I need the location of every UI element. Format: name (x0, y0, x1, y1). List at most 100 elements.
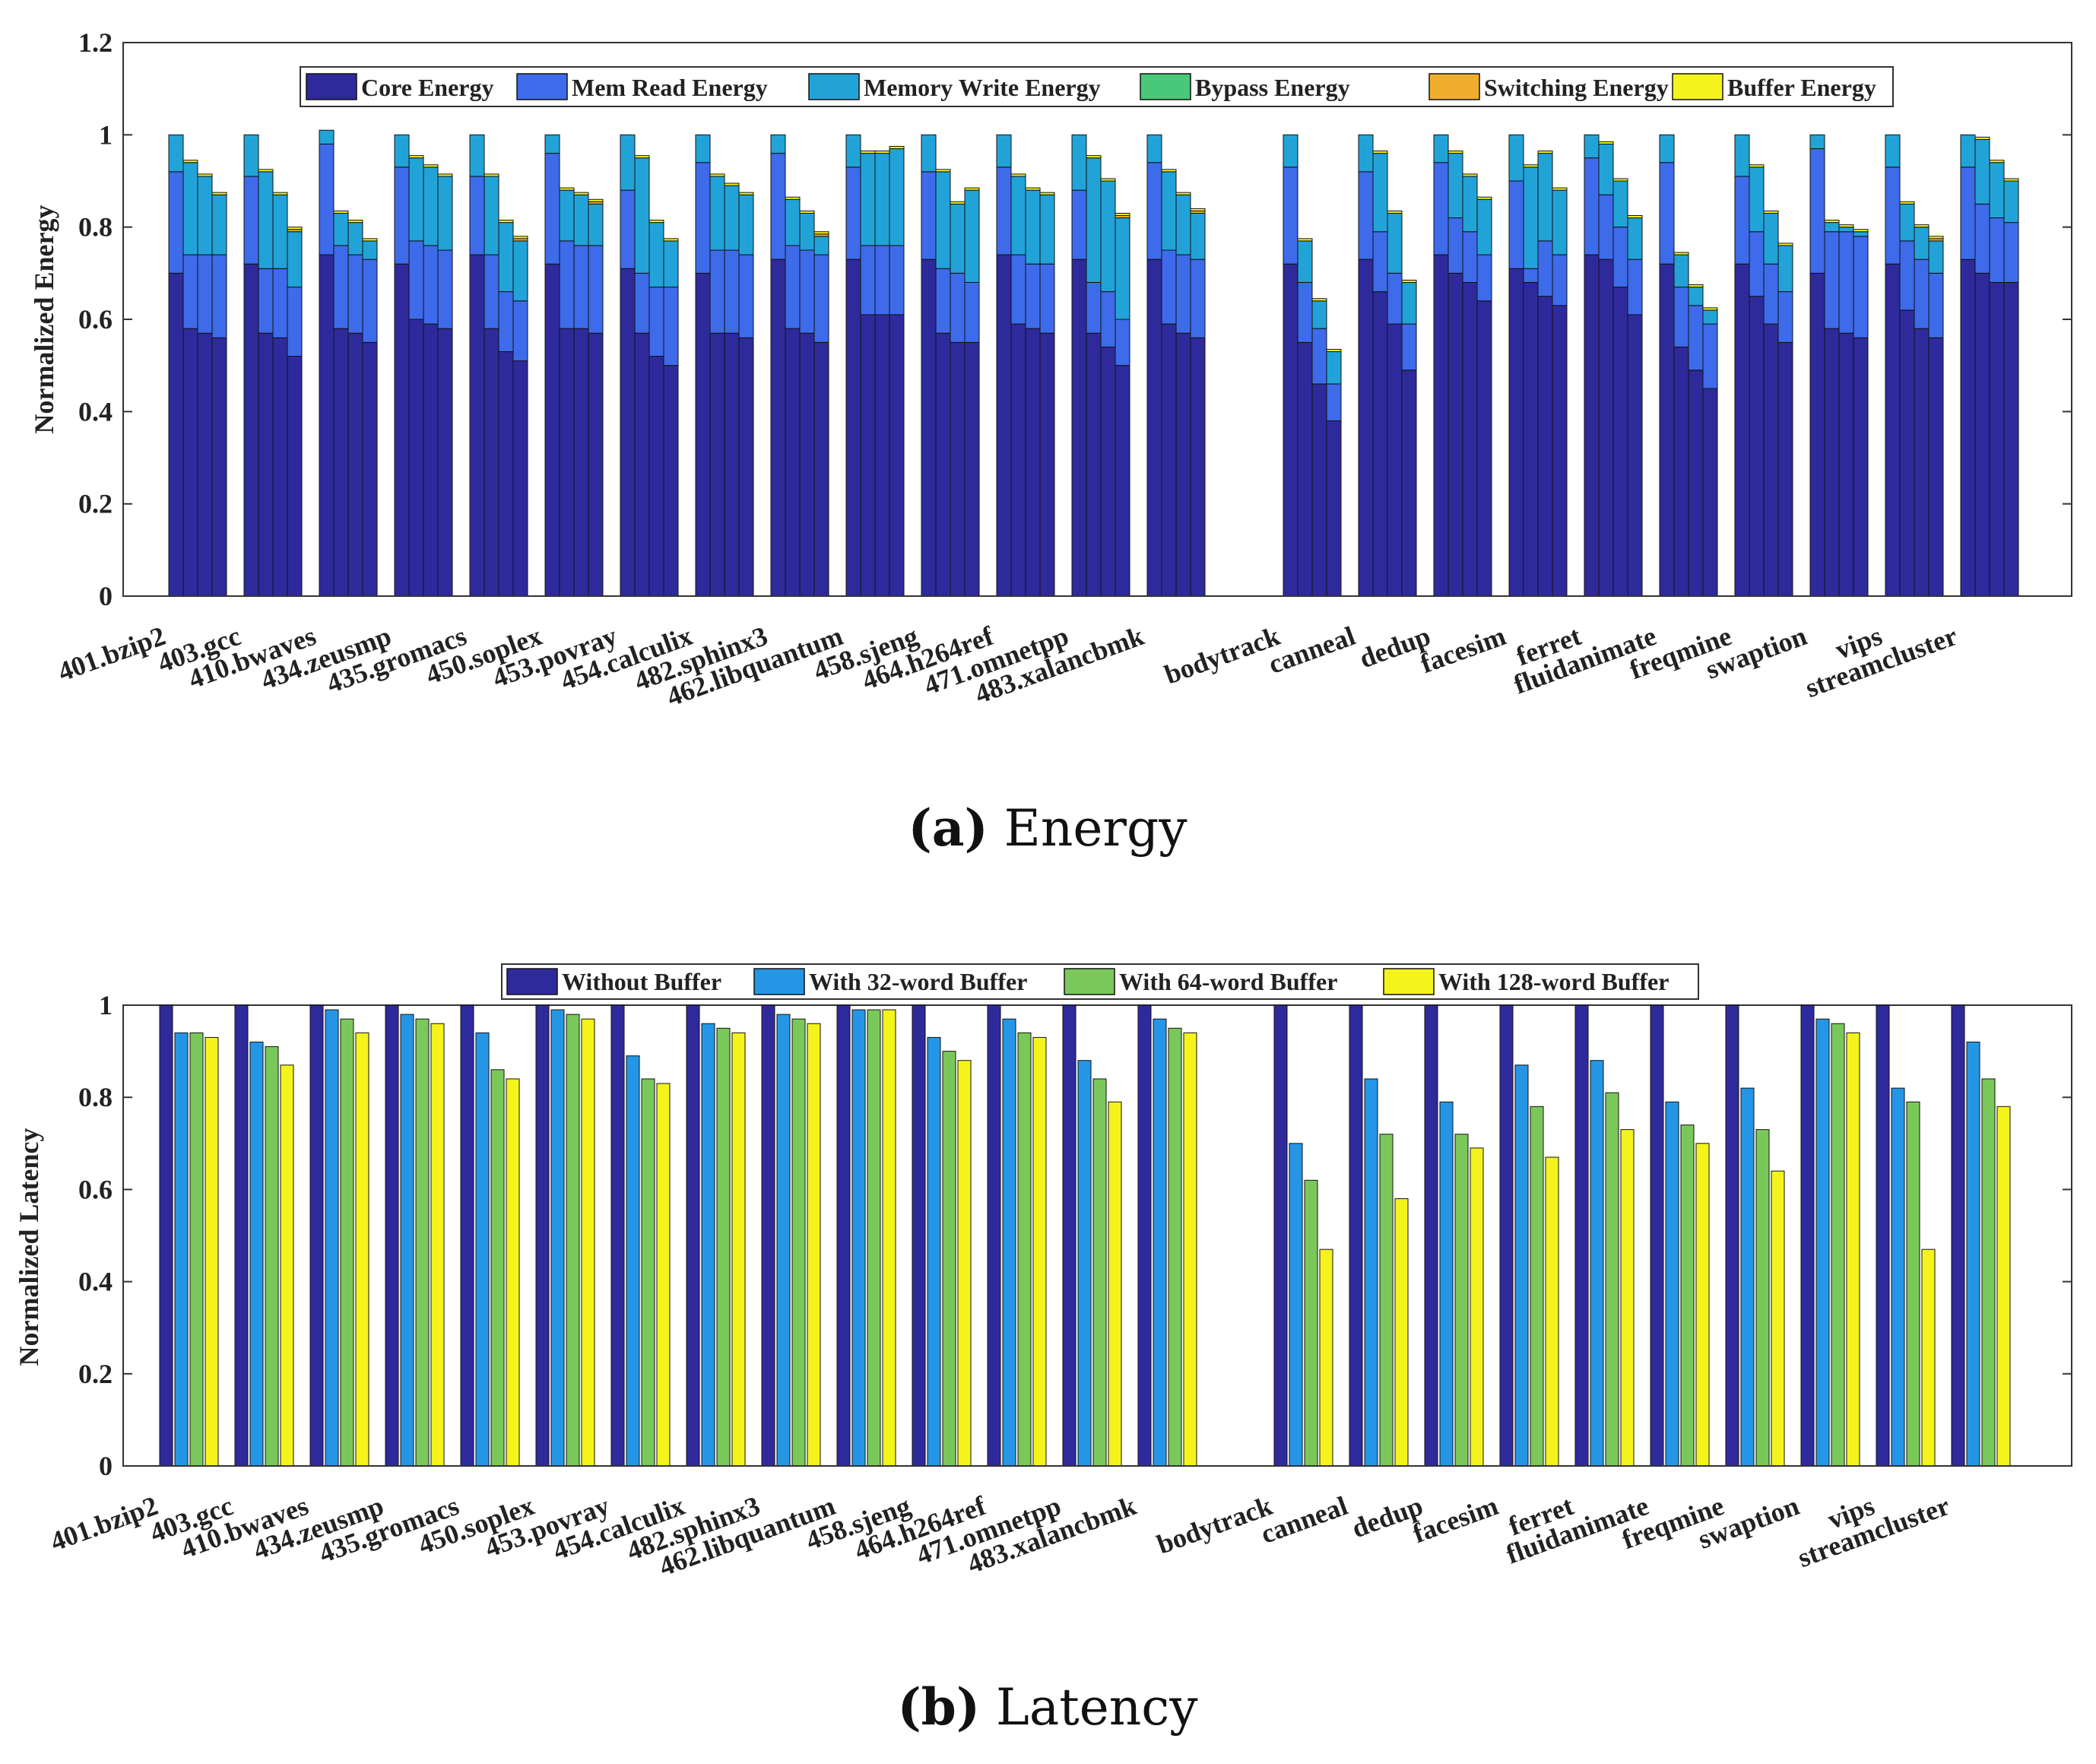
energy-bar-segment (1025, 328, 1041, 597)
latency-legend-swatch (753, 968, 805, 995)
energy-bar-segment (394, 134, 410, 168)
energy-bar-segment (498, 351, 514, 597)
energy-bar-segment (1190, 208, 1206, 211)
energy-bar-segment (860, 153, 876, 246)
xtick-label: 401.bzip2 (46, 1490, 162, 1557)
ytick-label: 0.4 (78, 1267, 113, 1297)
energy-bar-segment (437, 249, 453, 329)
energy-bar-segment (1552, 187, 1568, 191)
energy-bar-segment (738, 254, 754, 338)
energy-bar-segment (813, 254, 829, 343)
energy-bar-segment (1448, 217, 1463, 274)
energy-bar-segment (950, 341, 966, 597)
energy-bar-segment (1086, 157, 1102, 283)
energy-bar-segment (935, 332, 951, 597)
latency-bar (1951, 1004, 1965, 1467)
energy-bar-segment (785, 198, 801, 246)
energy-legend-label: Mem Read Energy (572, 74, 768, 101)
energy-bar-segment (709, 249, 725, 334)
energy-bar-segment (573, 192, 589, 195)
xtick-label: facesim (1409, 1490, 1502, 1549)
latency-bar (1981, 1078, 1996, 1467)
energy-bar-segment (663, 365, 679, 597)
latency-bar (430, 1023, 445, 1467)
energy-bar-segment (1071, 134, 1087, 191)
energy-bar-segment (1175, 332, 1191, 597)
latency-bar (1017, 1032, 1032, 1467)
energy-bar-segment (1809, 134, 1825, 150)
latency-bar (1137, 1004, 1152, 1467)
energy-bar-segment (1899, 201, 1915, 205)
latency-bar (1108, 1101, 1122, 1467)
latency-bar (1077, 1060, 1092, 1467)
energy-bar-segment (484, 176, 499, 255)
energy-bar-segment (1914, 328, 1930, 597)
energy-bar-segment (724, 332, 740, 597)
energy-bar-segment (695, 134, 711, 163)
energy-bar-segment (1283, 134, 1299, 168)
energy-bar-segment (168, 272, 184, 597)
energy-bar-segment (1612, 227, 1628, 288)
latency-bar (1002, 1018, 1016, 1467)
ytick-label: 0.4 (78, 396, 113, 427)
energy-bar-segment (1462, 176, 1478, 233)
latency-bar (325, 1009, 339, 1467)
latency-bar (1349, 1004, 1363, 1467)
energy-bar-segment (860, 151, 876, 154)
energy-bar-segment (1627, 215, 1643, 219)
latency-bar (189, 1032, 204, 1467)
energy-bar-segment (168, 171, 184, 274)
energy-bar-segment (258, 171, 274, 269)
energy-bar-segment (770, 259, 786, 597)
energy-bar-segment (1462, 231, 1478, 283)
energy-bar-segment (1010, 173, 1026, 177)
energy-bar-segment (498, 220, 514, 224)
energy-bar-segment (1508, 134, 1524, 182)
energy-bar-segment (889, 146, 905, 150)
energy-bar-segment (211, 192, 227, 195)
energy-bar-segment (724, 185, 740, 251)
xtick-label: 401.bzip2 (54, 620, 170, 687)
energy-bar-segment (1853, 337, 1869, 597)
energy-bar-segment (588, 198, 604, 202)
energy-bar-segment (1100, 178, 1116, 182)
energy-bar-segment (272, 337, 288, 597)
energy-bar-segment (1659, 162, 1675, 265)
energy-bar-segment (695, 272, 711, 597)
energy-bar-segment (996, 134, 1012, 168)
ytick-label: 0 (99, 581, 113, 611)
latency-bar (1183, 1032, 1197, 1467)
energy-bar-segment (1824, 231, 1840, 329)
latency-bar (1680, 1125, 1695, 1467)
energy-bar-segment (484, 254, 499, 329)
energy-bar-segment (287, 287, 303, 357)
latency-bar (1470, 1147, 1484, 1467)
energy-bar-segment (1297, 281, 1313, 343)
ytick-label: 0.6 (78, 304, 113, 335)
energy-bar-segment (935, 171, 951, 269)
latency-bar (776, 1014, 791, 1467)
energy-bar-segment (1612, 287, 1628, 597)
energy-bar-segment (362, 240, 378, 260)
energy-bar-segment (1476, 254, 1492, 302)
energy-bar-segment (1885, 263, 1901, 597)
latency-bar (1168, 1027, 1182, 1467)
energy-bar-segment (559, 187, 575, 191)
energy-bar-segment (845, 167, 861, 260)
latency-bar (1439, 1101, 1454, 1467)
energy-bar-segment (1627, 314, 1643, 597)
energy-bar-segment (1039, 263, 1055, 334)
energy-bar-segment (1115, 319, 1130, 366)
ytick-label: 0.6 (78, 1174, 113, 1204)
energy-bar-segment (1146, 162, 1162, 260)
latency-ylabel: Normalized Latency (14, 1128, 44, 1366)
energy-bar-segment (724, 182, 740, 186)
energy-bar-segment (1974, 138, 1990, 205)
latency-bar (641, 1078, 655, 1467)
energy-bar-segment (1928, 236, 1944, 240)
latency-bar (1424, 1004, 1438, 1467)
latency-bar (1499, 1004, 1514, 1467)
energy-bar-segment (799, 332, 815, 597)
energy-bar-segment (889, 245, 905, 316)
latency-bar (1876, 1004, 1890, 1467)
